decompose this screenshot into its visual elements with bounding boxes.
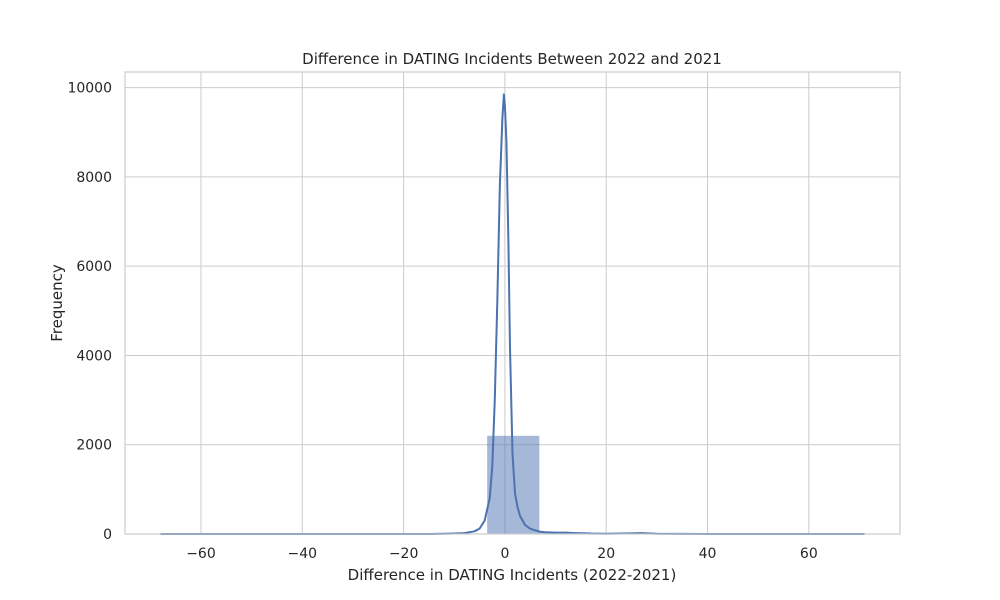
y-tick-label: 6000 (76, 259, 112, 275)
y-axis-label: Frequency (48, 264, 66, 342)
y-tick-labels: 0 2000 4000 6000 8000 10000 (67, 81, 112, 543)
x-axis-label: Difference in DATING Incidents (2022-202… (348, 566, 677, 584)
y-tick-label: 8000 (76, 170, 112, 186)
x-tick-label: −60 (186, 546, 216, 562)
y-tick-label: 4000 (76, 348, 112, 364)
x-tick-label: 0 (500, 546, 509, 562)
x-tick-label: −20 (389, 546, 419, 562)
plot-frame (124, 71, 901, 535)
x-tick-label: 40 (699, 546, 717, 562)
y-tick-label: 10000 (67, 81, 112, 97)
x-tick-label: 60 (800, 546, 818, 562)
y-tick-label: 0 (103, 527, 112, 543)
chart-title: Difference in DATING Incidents Between 2… (302, 50, 722, 68)
x-tick-label: 20 (597, 546, 615, 562)
x-tick-labels: −60 −40 −20 0 20 40 60 (186, 546, 818, 562)
x-tick-label: −40 (288, 546, 318, 562)
y-tick-label: 2000 (76, 438, 112, 454)
